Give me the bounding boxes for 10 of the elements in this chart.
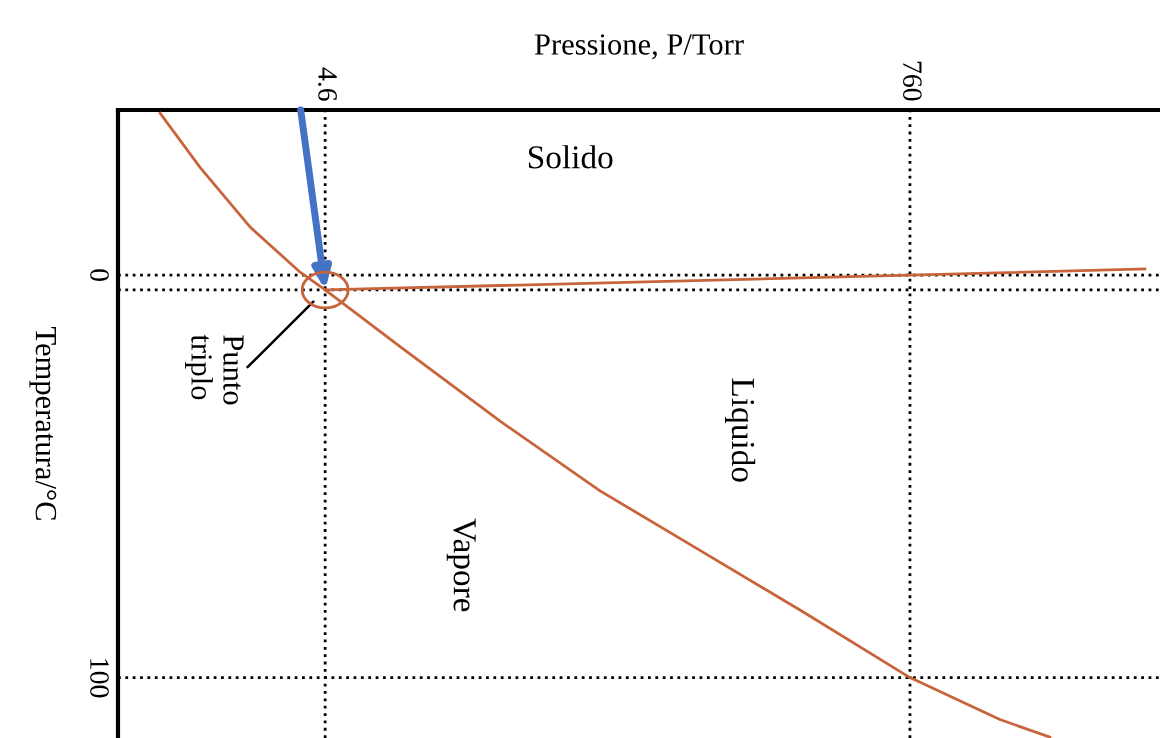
y-tick-label: 0 xyxy=(90,269,109,281)
x-tick-label: 4.6 xyxy=(318,67,337,101)
annotation: Liquido xyxy=(724,378,756,482)
x-tick-label: 760 xyxy=(903,61,922,101)
annotation: Vapore xyxy=(446,518,476,612)
annotation: Punto triplo xyxy=(185,334,244,405)
y-tick-label: 100 xyxy=(90,659,109,698)
annotation: Solido xyxy=(528,145,613,169)
y-axis-title: Temperatura/°C xyxy=(29,327,57,520)
x-axis-title: Pressione, P/Torr xyxy=(534,34,744,60)
